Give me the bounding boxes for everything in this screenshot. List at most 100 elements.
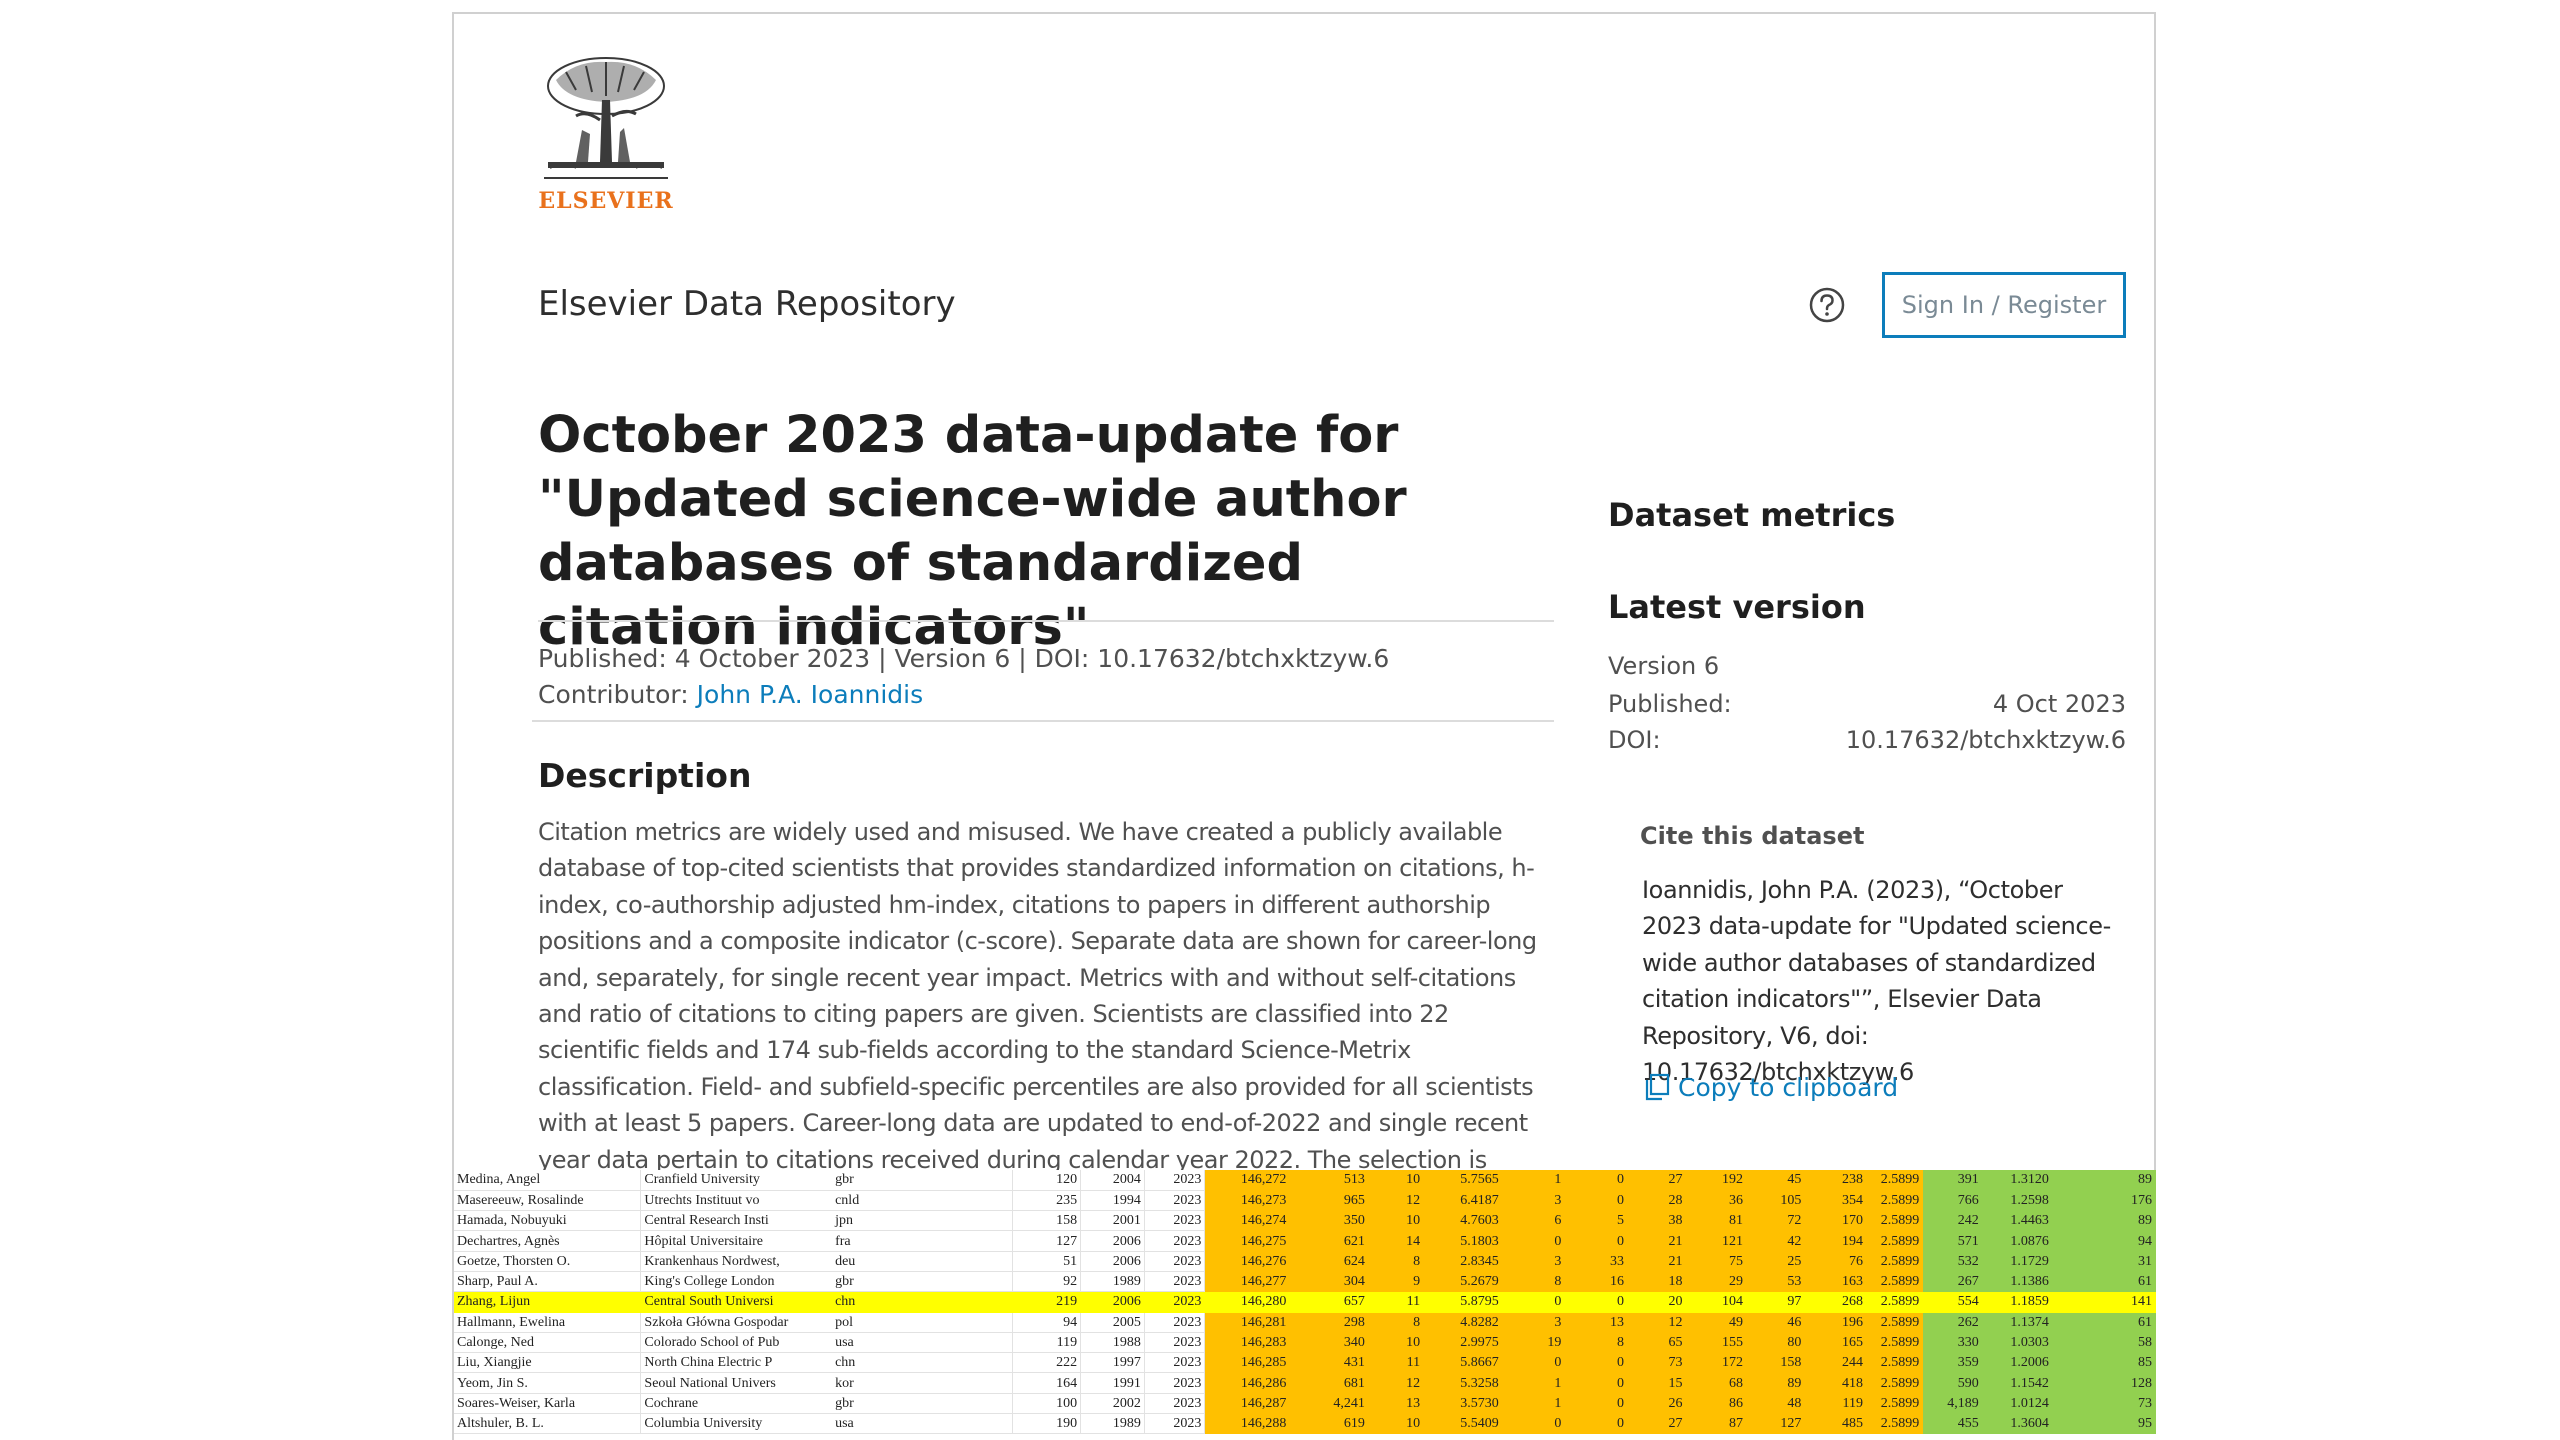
table-cell[interactable]: 4.7603 (1423, 1210, 1503, 1232)
table-cell[interactable]: Dechartres, Agnès (454, 1230, 642, 1252)
table-cell[interactable]: Sharp, Paul A. (454, 1271, 642, 1293)
table-cell[interactable]: 75 (1685, 1251, 1747, 1272)
table-cell[interactable]: 2023 (1144, 1170, 1206, 1191)
table-cell[interactable]: 219 (1012, 1291, 1082, 1313)
table-cell[interactable]: 8 (1502, 1271, 1566, 1293)
table-cell[interactable]: 0 (1564, 1190, 1629, 1212)
table-cell[interactable]: 89 (1746, 1372, 1806, 1394)
table-cell[interactable]: gbr (832, 1271, 1014, 1293)
table-cell[interactable]: 1 (1502, 1393, 1566, 1415)
table-cell[interactable]: 21 (1627, 1251, 1687, 1272)
table-cell[interactable]: 2006 (1080, 1230, 1145, 1252)
table-cell[interactable]: 146,287 (1204, 1393, 1291, 1415)
table-cell[interactable]: 58 (2052, 1332, 2157, 1354)
table-cell[interactable]: jpn (832, 1210, 1014, 1232)
table-cell[interactable]: 1997 (1080, 1352, 1145, 1374)
table-cell[interactable]: 3 (1502, 1251, 1566, 1272)
table-cell[interactable]: 5.8795 (1423, 1291, 1503, 1313)
table-cell[interactable]: 121 (1685, 1230, 1747, 1252)
table-cell[interactable]: 619 (1289, 1413, 1369, 1435)
table-cell[interactable]: 1.3604 (1982, 1413, 2053, 1435)
table-cell[interactable]: 621 (1289, 1230, 1369, 1252)
table-cell[interactable]: 1.1859 (1982, 1291, 2053, 1313)
table-cell[interactable]: 146,273 (1204, 1190, 1291, 1212)
table-cell[interactable]: 681 (1289, 1372, 1369, 1394)
table-cell[interactable]: 170 (1804, 1210, 1867, 1232)
table-cell[interactable]: 36 (1685, 1190, 1747, 1212)
table-cell[interactable]: 2.5899 (1866, 1352, 1924, 1374)
table-cell[interactable]: 146,275 (1204, 1230, 1291, 1252)
table-cell[interactable]: usa (832, 1413, 1014, 1435)
table-cell[interactable]: 2002 (1080, 1393, 1145, 1415)
table-cell[interactable]: 1 (1502, 1170, 1566, 1191)
table-cell[interactable]: 15 (1627, 1372, 1687, 1394)
table-cell[interactable]: Utrechts Instituut vo (640, 1190, 833, 1212)
table-cell[interactable]: 298 (1289, 1312, 1369, 1333)
table-cell[interactable]: 350 (1289, 1210, 1369, 1232)
table-cell[interactable]: 1.0124 (1982, 1393, 2053, 1415)
table-cell[interactable]: 0 (1564, 1393, 1629, 1415)
table-cell[interactable]: 455 (1922, 1413, 1983, 1435)
table-cell[interactable]: 1.1729 (1982, 1251, 2053, 1272)
question-circle-icon[interactable] (1808, 286, 1846, 324)
table-cell[interactable]: 155 (1685, 1332, 1747, 1354)
table-cell[interactable]: 89 (2052, 1170, 2157, 1191)
table-cell[interactable]: 222 (1012, 1352, 1082, 1374)
table-cell[interactable]: 11 (1368, 1291, 1425, 1313)
table-cell[interactable]: 2023 (1144, 1413, 1206, 1435)
table-cell[interactable]: 12 (1368, 1372, 1425, 1394)
table-cell[interactable]: 27 (1627, 1413, 1687, 1435)
table-cell[interactable]: 2.5899 (1866, 1413, 1924, 1435)
table-cell[interactable]: 5.7565 (1423, 1170, 1503, 1191)
table-cell[interactable]: 141 (2052, 1291, 2157, 1313)
table-cell[interactable]: 2023 (1144, 1291, 1206, 1313)
table-cell[interactable]: cnld (832, 1190, 1014, 1212)
table-cell[interactable]: 194 (1804, 1230, 1867, 1252)
table-cell[interactable]: Yeom, Jin S. (454, 1372, 642, 1394)
table-cell[interactable]: 76 (1804, 1251, 1867, 1272)
table-cell[interactable]: 95 (2052, 1413, 2157, 1435)
table-cell[interactable]: 38 (1627, 1210, 1687, 1232)
table-cell[interactable]: 0 (1564, 1230, 1629, 1252)
table-cell[interactable]: 68 (1685, 1372, 1747, 1394)
table-cell[interactable]: 12 (1368, 1190, 1425, 1212)
table-cell[interactable]: 13 (1564, 1312, 1629, 1333)
table-cell[interactable]: 0 (1502, 1230, 1566, 1252)
table-cell[interactable]: Seoul National Univers (640, 1372, 833, 1394)
copy-to-clipboard-button[interactable]: Copy to clipboard (1642, 1072, 1898, 1102)
table-cell[interactable]: 10 (1368, 1170, 1425, 1191)
table-cell[interactable]: 2005 (1080, 1312, 1145, 1333)
table-cell[interactable]: Szkoła Główna Gospodar (640, 1312, 833, 1333)
table-cell[interactable]: 1989 (1080, 1413, 1145, 1435)
table-cell[interactable]: Columbia University (640, 1413, 833, 1435)
table-cell[interactable]: 51 (1012, 1251, 1082, 1272)
table-cell[interactable]: North China Electric P (640, 1352, 833, 1374)
table-cell[interactable]: 172 (1685, 1352, 1747, 1374)
table-cell[interactable]: 146,276 (1204, 1251, 1291, 1272)
table-cell[interactable]: 146,286 (1204, 1372, 1291, 1394)
table-cell[interactable]: gbr (832, 1170, 1014, 1191)
table-cell[interactable]: 158 (1012, 1210, 1082, 1232)
table-cell[interactable]: 72 (1746, 1210, 1806, 1232)
table-cell[interactable]: 13 (1368, 1393, 1425, 1415)
table-cell[interactable]: 25 (1746, 1251, 1806, 1272)
table-cell[interactable]: Central Research Insti (640, 1210, 833, 1232)
table-cell[interactable]: 340 (1289, 1332, 1369, 1354)
table-cell[interactable]: 1.1374 (1982, 1312, 2053, 1333)
table-cell[interactable]: 3.5730 (1423, 1393, 1503, 1415)
table-cell[interactable]: 192 (1685, 1170, 1747, 1191)
table-cell[interactable]: 61 (2052, 1271, 2157, 1293)
table-cell[interactable]: 391 (1922, 1170, 1983, 1191)
table-cell[interactable]: 53 (1746, 1271, 1806, 1293)
table-cell[interactable]: 18 (1627, 1271, 1687, 1293)
table-cell[interactable]: 10 (1368, 1413, 1425, 1435)
table-cell[interactable]: chn (832, 1291, 1014, 1313)
table-cell[interactable]: 21 (1627, 1230, 1687, 1252)
table-cell[interactable]: 3 (1502, 1312, 1566, 1333)
table-cell[interactable]: 31 (2052, 1251, 2157, 1272)
repository-title[interactable]: Elsevier Data Repository (538, 284, 956, 324)
table-cell[interactable]: 73 (1627, 1352, 1687, 1374)
table-cell[interactable]: 146,281 (1204, 1312, 1291, 1333)
table-cell[interactable]: Cochrane (640, 1393, 833, 1415)
table-cell[interactable]: 16 (1564, 1271, 1629, 1293)
